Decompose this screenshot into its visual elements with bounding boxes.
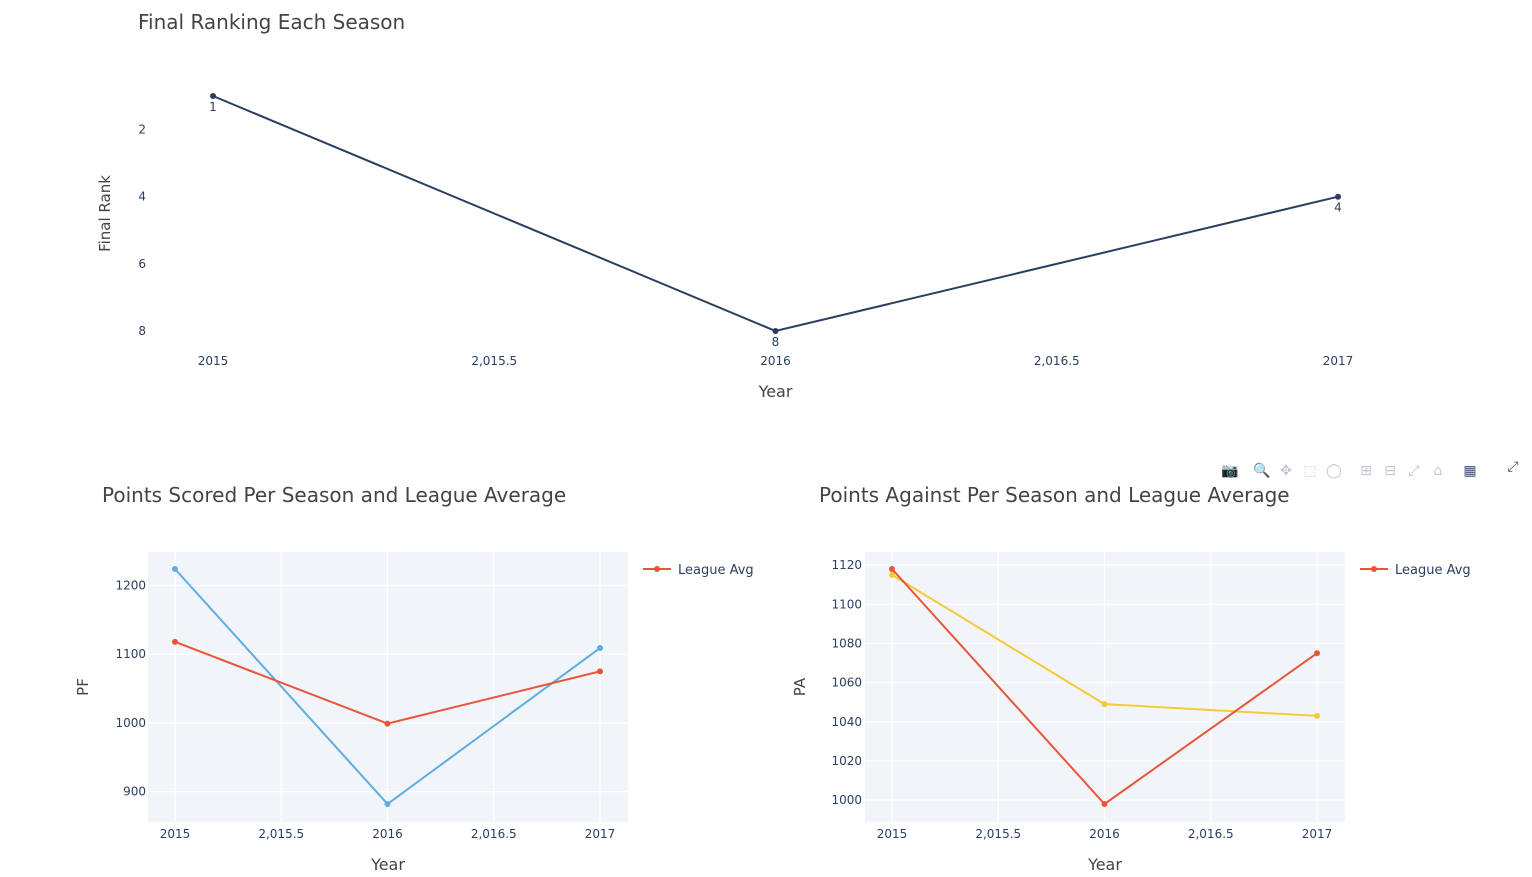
data-point	[597, 668, 603, 675]
data-point	[384, 720, 391, 727]
data-point	[172, 638, 178, 645]
chart-title-ranking: Final Ranking Each Season	[138, 10, 406, 34]
camera-icon[interactable]: 📷	[1221, 463, 1239, 479]
data-point	[1314, 650, 1320, 657]
legend-marker	[654, 566, 660, 572]
y-tick-label: 1020	[831, 754, 862, 768]
chart-title-points-scored: Points Scored Per Season and League Aver…	[102, 483, 567, 507]
y-tick-label: 1100	[831, 597, 862, 611]
x-tick-label: 2016	[1089, 827, 1120, 841]
plotly-logo-icon[interactable]: ▦	[1463, 463, 1477, 479]
data-label: 4	[1334, 201, 1342, 215]
pan-icon[interactable]: ✥	[1280, 463, 1292, 479]
lasso-icon[interactable]: ◯	[1326, 463, 1342, 479]
x-tick-label: 2017	[1302, 827, 1333, 841]
x-axis-title: Year	[758, 382, 793, 401]
data-point	[1314, 712, 1320, 719]
x-tick-label: 2016	[372, 827, 403, 841]
y-tick-label: 1060	[831, 676, 862, 690]
data-point	[1101, 701, 1108, 708]
x-tick-label: 2,015.5	[471, 354, 517, 368]
x-tick-label: 2016	[760, 354, 791, 368]
y-tick-label: 6	[138, 257, 146, 271]
y-tick-label: 1080	[831, 636, 862, 650]
data-point	[889, 566, 895, 572]
data-label: 1	[209, 100, 217, 114]
x-tick-label: 2017	[1323, 354, 1354, 368]
x-tick-label: 2,016.5	[1188, 827, 1234, 841]
x-tick-label: 2,016.5	[471, 827, 517, 841]
y-axis-title: PA	[791, 677, 809, 696]
y-tick-label: 1120	[831, 558, 862, 572]
x-axis-title: Year	[1087, 855, 1122, 874]
y-tick-label: 1000	[831, 793, 862, 807]
x-tick-label: 2,016.5	[1034, 354, 1080, 368]
data-point	[210, 93, 216, 99]
data-point	[772, 328, 779, 334]
x-tick-label: 2015	[160, 827, 191, 841]
zoom-in-icon[interactable]: ⊞	[1360, 463, 1372, 479]
data-point	[597, 645, 603, 652]
x-tick-label: 2015	[877, 827, 908, 841]
y-tick-label: 1000	[115, 716, 146, 730]
x-tick-label: 2,015.5	[258, 827, 304, 841]
y-tick-label: 900	[123, 785, 146, 799]
box-select-icon[interactable]: ⬚	[1303, 463, 1317, 479]
x-tick-label: 2017	[585, 827, 616, 841]
y-axis-title: PF	[74, 678, 92, 696]
legend-marker	[1371, 566, 1377, 572]
y-tick-label: 4	[138, 190, 146, 204]
y-tick-label: 1200	[115, 578, 146, 592]
autoscale-icon[interactable]: ⤢	[1408, 463, 1420, 479]
x-axis-title: Year	[370, 855, 405, 874]
modebar: 📷 🔍 ✥ ⬚ ◯ ⊞ ⊟ ⤢ ⌂ ▦	[1218, 460, 1482, 482]
data-point	[889, 571, 895, 578]
series-line	[212, 95, 1339, 333]
data-point	[1335, 193, 1341, 200]
legend-entry: League Avg	[678, 563, 754, 578]
x-tick-label: 2015	[198, 354, 229, 368]
y-tick-label: 2	[138, 123, 146, 137]
data-point	[172, 566, 178, 572]
data-label: 8	[772, 335, 780, 349]
zoom-icon[interactable]: 🔍	[1253, 463, 1271, 479]
y-axis-title: Final Rank	[96, 175, 114, 252]
chart-title-points-against: Points Against Per Season and League Ave…	[819, 483, 1290, 507]
fullscreen-icon[interactable]: ⤢	[1507, 459, 1519, 475]
x-tick-label: 2,015.5	[975, 827, 1021, 841]
zoom-out-icon[interactable]: ⊟	[1384, 463, 1396, 479]
data-point	[1101, 801, 1108, 807]
legend-entry: League Avg	[1395, 563, 1471, 578]
y-tick-label: 1100	[115, 647, 146, 661]
data-point	[384, 801, 391, 807]
reset-axes-icon[interactable]: ⌂	[1433, 463, 1443, 479]
y-tick-label: 1040	[831, 715, 862, 729]
y-tick-label: 8	[138, 324, 146, 338]
